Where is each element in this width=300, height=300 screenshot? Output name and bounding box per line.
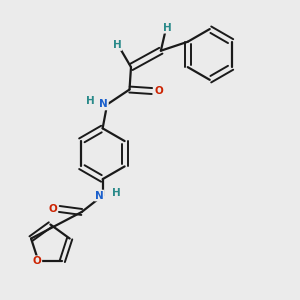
Text: N: N bbox=[95, 190, 103, 200]
Text: H: H bbox=[112, 40, 121, 50]
Text: N: N bbox=[99, 100, 108, 110]
Text: H: H bbox=[164, 23, 172, 33]
Text: H: H bbox=[86, 97, 95, 106]
Text: H: H bbox=[112, 188, 120, 198]
Text: O: O bbox=[48, 204, 57, 214]
Text: O: O bbox=[154, 86, 163, 96]
Text: O: O bbox=[33, 256, 41, 266]
